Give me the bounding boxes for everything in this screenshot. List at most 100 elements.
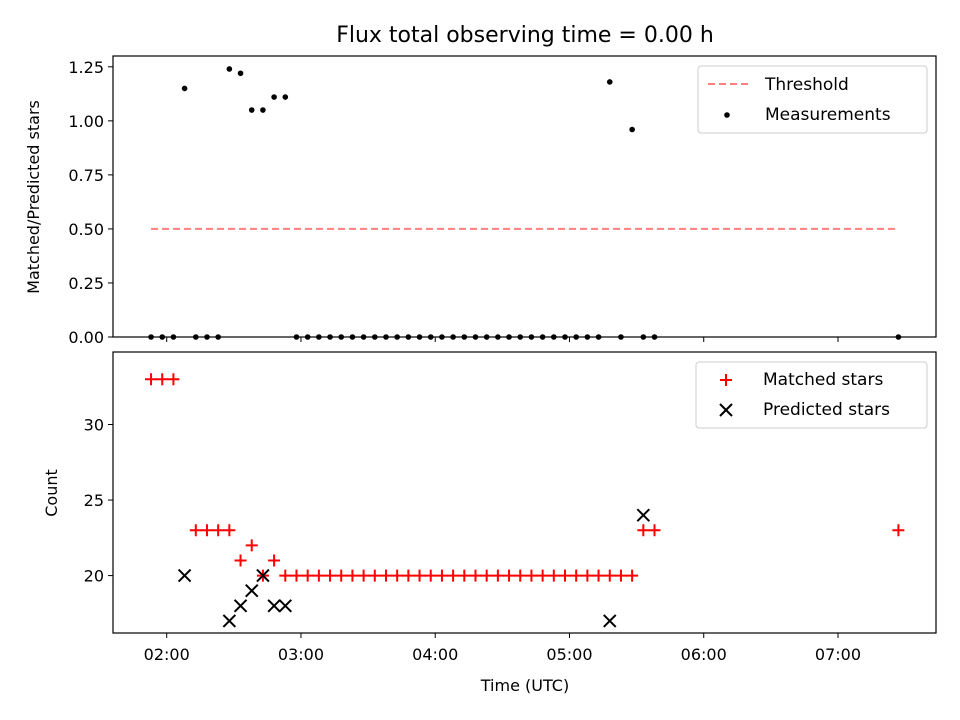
matched-star-point — [145, 373, 158, 386]
legend-threshold-label: Threshold — [764, 75, 849, 95]
measurement-point — [226, 66, 233, 72]
top-y-tick-label: 0.75 — [68, 166, 104, 185]
matched-star-point — [279, 569, 292, 582]
predicted-star-point — [222, 614, 237, 628]
bottom-x-tick-label: 05:00 — [546, 645, 592, 664]
matched-star-point — [491, 569, 504, 582]
matched-star-point — [234, 554, 247, 567]
matched-star-point — [312, 569, 325, 582]
matched-star-point — [559, 569, 572, 582]
matched-star-point — [447, 569, 460, 582]
top-y-tick-label: 0.00 — [68, 328, 104, 347]
predicted-star-point — [245, 583, 259, 598]
matched-star-point — [648, 524, 661, 537]
matched-star-point — [592, 569, 605, 582]
bottom-x-tick-label: 04:00 — [412, 645, 458, 664]
bottom-legend-box — [695, 361, 928, 429]
chart-title: Flux total observing time = 0.00 h — [336, 23, 714, 48]
bottom-y-axis-label: Count — [42, 469, 61, 517]
bottom-x-tick-label: 02:00 — [144, 645, 190, 664]
bottom-x-tick-label: 07:00 — [815, 645, 861, 664]
matched-star-point — [525, 569, 538, 582]
bottom-y-tick-label: 30 — [84, 416, 104, 435]
matched-star-point — [514, 569, 527, 582]
bottom-x-tick-label: 06:00 — [681, 645, 727, 664]
matched-star-point — [570, 569, 583, 582]
legend-measurements-swatch — [724, 112, 730, 118]
measurement-point — [271, 94, 277, 100]
measurement-point — [260, 107, 266, 113]
bottom-x-ticks: 02:00 03:00 04:00 05:00 06:00 07:00 — [144, 633, 861, 664]
matched-star-point — [346, 569, 359, 582]
matched-star-point — [368, 569, 381, 582]
predicted-star-point — [636, 508, 651, 522]
legend-measurements-label: Measurements — [765, 105, 891, 125]
bottom-y-tick-label: 25 — [84, 491, 104, 510]
matched-star-point — [245, 539, 258, 552]
matched-star-point — [892, 524, 905, 537]
measurement-point — [606, 79, 613, 85]
legend-predicted-label: Predicted stars — [763, 400, 890, 420]
x-axis-label: Time (UTC) — [480, 676, 569, 695]
predicted-star-point — [177, 568, 192, 583]
matched-star-point — [637, 524, 650, 537]
top-legend: Threshold Measurements — [697, 65, 928, 134]
bottom-axes-frame — [112, 351, 937, 634]
matched-star-point — [480, 569, 493, 582]
matched-star-point — [335, 569, 348, 582]
matched-star-point — [581, 569, 594, 582]
measurement-point — [282, 94, 289, 100]
top-y-ticks: 0.00 0.25 0.50 0.75 1.00 1.25 — [68, 58, 113, 347]
matched-star-point — [324, 569, 337, 582]
matched-star-point — [290, 569, 303, 582]
matched-star-point — [379, 569, 392, 582]
bottom-plot-marks — [145, 373, 905, 628]
top-y-tick-label: 0.25 — [68, 274, 104, 293]
measurement-point — [237, 70, 244, 77]
top-y-tick-label: 1.00 — [68, 112, 104, 131]
bottom-legend: Matched stars Predicted stars — [695, 361, 928, 429]
measurement-point — [248, 107, 255, 113]
bottom-x-tick-label: 03:00 — [278, 645, 324, 664]
matched-star-point — [189, 524, 202, 537]
matched-star-point — [200, 524, 213, 537]
matched-star-point — [156, 373, 169, 386]
predicted-star-point — [256, 568, 270, 583]
predicted-star-point — [267, 599, 281, 613]
legend-matched-label: Matched stars — [763, 370, 883, 390]
matched-star-point — [301, 569, 314, 582]
matched-star-point — [503, 569, 516, 582]
measurement-point — [181, 85, 188, 92]
matched-star-point — [614, 569, 627, 582]
matched-star-point — [603, 569, 616, 582]
matched-star-point — [424, 569, 437, 582]
top-y-axis-label: Matched/Predicted stars — [24, 100, 43, 294]
matched-star-point — [167, 373, 180, 386]
matched-star-point — [469, 569, 482, 582]
matched-star-point — [268, 554, 281, 567]
measurement-point — [629, 126, 635, 133]
predicted-star-point — [233, 599, 248, 613]
top-x-ticks — [166, 337, 839, 342]
top-axes-frame — [112, 55, 937, 338]
matched-star-point — [391, 569, 404, 582]
legend-predicted-swatch — [719, 403, 733, 417]
top-y-tick-label: 1.25 — [68, 58, 104, 77]
matched-star-point — [223, 524, 236, 537]
predicted-star-point — [603, 614, 617, 628]
bottom-y-ticks: 20 25 30 — [84, 416, 113, 586]
ratio-panel: Matched/Predicted stars 0.00 0.25 0.50 0.75… — [24, 55, 937, 347]
matched-star-point — [402, 569, 415, 582]
matched-star-point — [212, 524, 225, 537]
top-y-tick-label: 0.50 — [68, 220, 104, 239]
matched-star-point — [435, 569, 448, 582]
matched-star-point — [536, 569, 549, 582]
matched-star-point — [626, 569, 639, 582]
matched-star-point — [357, 569, 370, 582]
legend-matched-swatch — [720, 374, 732, 386]
top-legend-box — [697, 65, 928, 134]
predicted-star-point — [278, 599, 293, 613]
matched-star-point — [547, 569, 560, 582]
